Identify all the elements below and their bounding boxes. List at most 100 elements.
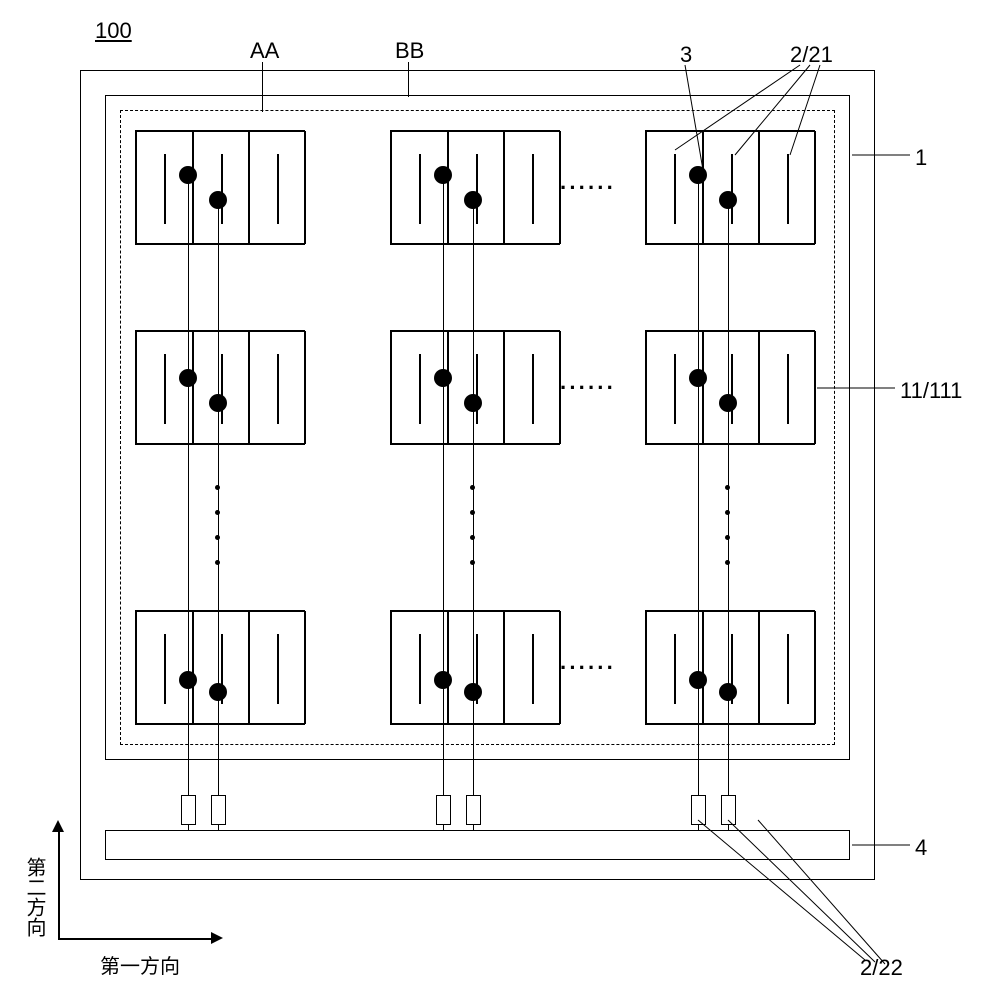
axis-label-dir1: 第一方向 [100,950,180,979]
module [390,330,560,445]
connection-dot [434,671,452,689]
module [645,130,815,245]
connection-dot [689,166,707,184]
subcell [448,611,505,724]
vbar [277,154,279,224]
vbar [277,634,279,704]
subcell [646,611,703,724]
figure-number: 100 [95,18,132,44]
module [390,130,560,245]
subcell [448,331,505,444]
label-bb: BB [395,38,424,64]
axis-y-arrow [52,820,64,832]
subcell [193,611,250,724]
subcell [646,331,703,444]
vbar [277,354,279,424]
subcell [249,331,306,444]
subcell [391,611,448,724]
pad [721,795,736,825]
axis-x-arrow [211,932,223,944]
diagram-canvas: 100 AA BB [0,0,987,1000]
connection-dot [434,166,452,184]
connection-dot [719,191,737,209]
subcell [136,331,193,444]
module [135,130,305,245]
subcell [136,611,193,724]
label-11-111: 11/111 [900,378,962,404]
label-2-22: 2/22 [860,955,903,981]
connection-dot [719,683,737,701]
vbar [419,354,421,424]
vbar [476,154,478,224]
subcell [703,331,760,444]
subcell [504,611,561,724]
pad [181,795,196,825]
vbar [674,634,676,704]
connection-dot [464,394,482,412]
connection-dot [464,683,482,701]
module [135,330,305,445]
axis-x [58,938,213,940]
connection-dot [464,191,482,209]
wire [443,175,444,830]
pad [466,795,481,825]
connection-dot [179,369,197,387]
vbar [476,354,478,424]
ellipsis-h: ······ [560,655,616,681]
subcell [504,131,561,244]
wire [218,200,219,830]
vbar [221,154,223,224]
wire [188,175,189,830]
label-4: 4 [915,835,927,861]
vbar [164,154,166,224]
connection-dot [434,369,452,387]
subcell [703,131,760,244]
wire [728,200,729,830]
vbar [419,634,421,704]
wire [473,200,474,830]
connection-dot [689,369,707,387]
pad [211,795,226,825]
subcell [391,131,448,244]
connection-dot [209,683,227,701]
connection-dot [179,166,197,184]
vbar [221,354,223,424]
connection-dot [209,394,227,412]
subcell [759,131,816,244]
bottom-bar [105,830,850,860]
subcell [136,131,193,244]
subcell [249,131,306,244]
vbar [787,354,789,424]
vbar [674,354,676,424]
subcell [646,131,703,244]
vbar [532,354,534,424]
subcell [504,331,561,444]
ellipsis-h: ······ [560,175,616,201]
vbar [731,354,733,424]
connection-dot [689,671,707,689]
connection-dot [209,191,227,209]
label-1: 1 [915,145,927,171]
subcell [193,131,250,244]
module [645,330,815,445]
subcell [759,331,816,444]
subcell [759,611,816,724]
subcell [391,331,448,444]
connection-dot [179,671,197,689]
subcell [703,611,760,724]
vbar [532,154,534,224]
vbar [164,354,166,424]
vbar [532,634,534,704]
vbar [787,154,789,224]
subcell [448,131,505,244]
subcell [249,611,306,724]
pad [436,795,451,825]
wire [698,175,699,830]
module [645,610,815,725]
pad [691,795,706,825]
vbar [731,154,733,224]
module [390,610,560,725]
axis-label-dir2: 第二方向 [20,857,49,937]
label-2-21: 2/21 [790,42,833,68]
label-aa: AA [250,38,279,64]
